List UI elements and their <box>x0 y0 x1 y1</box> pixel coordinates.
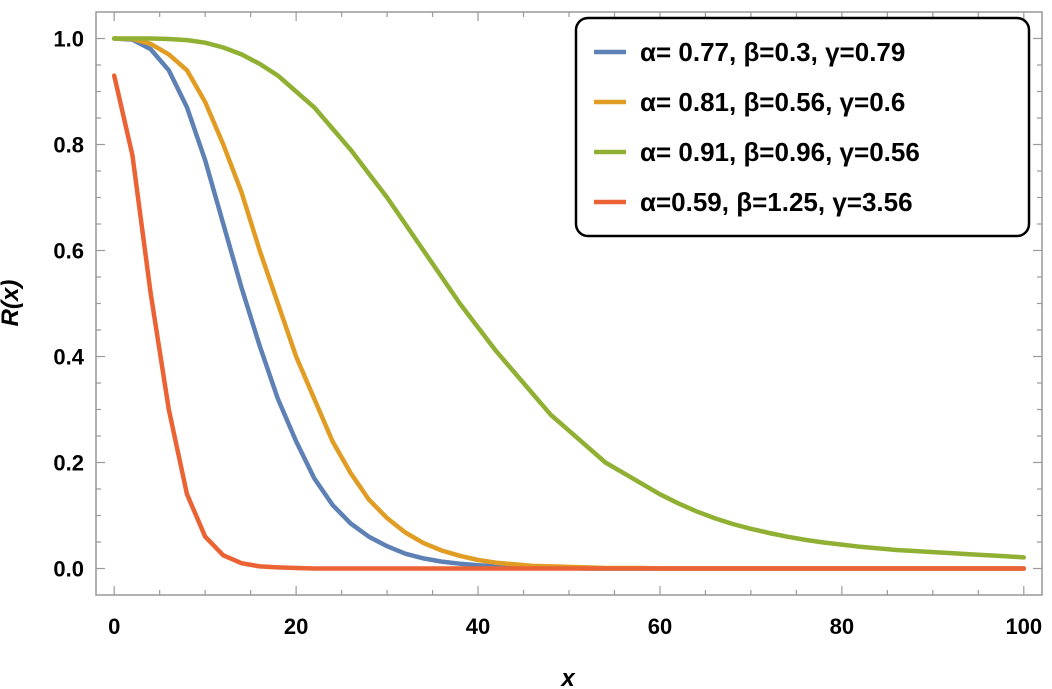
y-tick-label: 1.0 <box>53 27 84 52</box>
series-lines <box>111 36 1027 571</box>
x-tick-label: 40 <box>466 614 490 639</box>
legend-label: α=0.59, β=1.25, γ=3.56 <box>640 187 913 217</box>
legend-label: α= 0.81, β=0.56, γ=0.6 <box>640 87 905 117</box>
y-tick-label: 0.8 <box>53 133 84 158</box>
series-line-3 <box>111 36 1027 560</box>
x-tick-label: 80 <box>830 614 854 639</box>
y-tick-label: 0.0 <box>53 557 84 582</box>
axis-ticks <box>96 12 1042 595</box>
x-tick-label: 20 <box>284 614 308 639</box>
x-tick-label: 60 <box>648 614 672 639</box>
legend-box <box>574 16 1031 238</box>
x-axis-title: x <box>559 665 576 689</box>
x-tick-label: 0 <box>108 614 120 639</box>
y-tick-labels: 0.0 0.2 0.4 0.6 0.8 1.0 <box>53 27 84 582</box>
legend-label: α= 0.91, β=0.96, γ=0.56 <box>640 137 920 167</box>
legend-label: α= 0.77, β=0.3, γ=0.79 <box>640 37 905 67</box>
x-tick-labels: 0 20 40 60 80 100 <box>108 614 1042 639</box>
y-tick-label: 0.2 <box>53 451 84 476</box>
series-line-4 <box>111 73 1027 571</box>
x-tick-label: 100 <box>1005 614 1042 639</box>
legend: α= 0.77, β=0.3, γ=0.79 α= 0.81, β=0.56, γ… <box>574 16 1031 238</box>
y-tick-label: 0.6 <box>53 239 84 264</box>
y-tick-label: 0.4 <box>53 345 84 370</box>
y-axis-title: R(x) <box>0 280 24 327</box>
